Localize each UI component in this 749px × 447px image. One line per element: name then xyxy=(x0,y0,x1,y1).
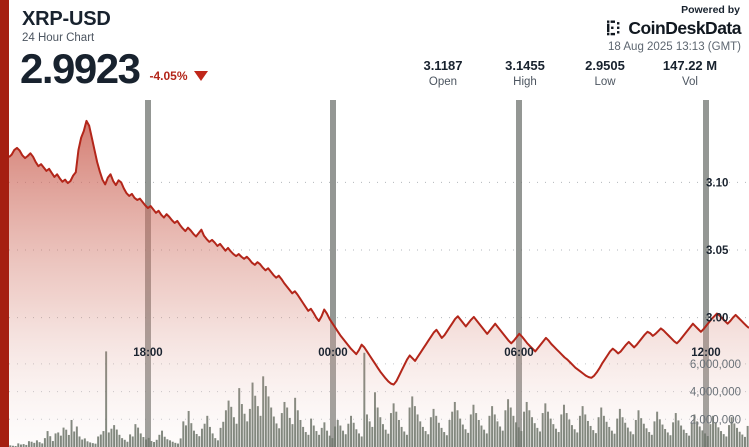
coindesk-logo-icon xyxy=(607,20,620,36)
chart-area[interactable]: 6,000,000 4,000,000 2,000,000 3.10 3.05 3.00 1… xyxy=(0,100,749,447)
price-area-fill xyxy=(9,120,749,447)
svg-text:3.05: 3.05 xyxy=(706,245,729,257)
svg-text:00:00: 00:00 xyxy=(318,347,347,359)
chart-header: XRP-USD 24 Hour Chart 2.9923 -4.05% 3.11… xyxy=(0,0,749,100)
price-change-block: -4.05% xyxy=(149,69,208,83)
chart-subtitle: 24 Hour Chart xyxy=(22,32,95,44)
axis-labels: 6,000,000 4,000,000 2,000,000 3.10 3.05 3.00 1… xyxy=(133,177,741,426)
stat-low: 2.9505 Low xyxy=(576,58,634,90)
current-price-row: 2.9923 -4.05% xyxy=(20,48,208,90)
svg-text:3.00: 3.00 xyxy=(706,313,728,325)
stat-low-label: Low xyxy=(594,76,616,88)
brand-block: Powered by CoinDeskData 18 Aug 2025 13:1… xyxy=(607,4,741,54)
stat-high: 3.1455 High xyxy=(496,58,554,90)
svg-text:06:00: 06:00 xyxy=(504,347,533,359)
svg-text:4,000,000: 4,000,000 xyxy=(690,387,741,399)
powered-by-label: Powered by xyxy=(681,4,740,16)
price-volume-plot[interactable]: 6,000,000 4,000,000 2,000,000 3.10 3.05 3.00 1… xyxy=(0,100,749,447)
symbol-block: XRP-USD 24 Hour Chart xyxy=(22,8,111,45)
svg-text:18:00: 18:00 xyxy=(133,347,162,359)
symbol-title: XRP-USD xyxy=(22,8,111,30)
stat-open: 3.1187 Open xyxy=(412,58,474,90)
stat-open-label: Open xyxy=(428,76,458,88)
timestamp: 18 Aug 2025 13:13 (GMT) xyxy=(608,41,741,53)
svg-text:3.10: 3.10 xyxy=(706,177,728,189)
stats-row: 3.1187 Open 3.1455 High 2.9505 Low 147.2… xyxy=(412,58,749,90)
stat-vol-value: 147.22 M xyxy=(662,58,718,73)
stat-low-value: 2.9505 xyxy=(585,58,625,73)
stat-high-label: High xyxy=(513,76,537,88)
price-line xyxy=(8,119,749,386)
svg-text:12:00: 12:00 xyxy=(691,347,720,359)
current-price: 2.9923 xyxy=(20,45,141,92)
price-change-percent: -4.05% xyxy=(149,69,188,83)
left-accent-rail xyxy=(0,0,9,447)
arrow-down-icon xyxy=(193,71,208,81)
brand-name: CoinDeskData xyxy=(628,18,741,38)
svg-text:2,000,000: 2,000,000 xyxy=(690,414,741,426)
svg-text:6,000,000: 6,000,000 xyxy=(690,359,741,371)
stat-high-value: 3.1455 xyxy=(505,58,545,73)
stat-vol: 147.22 M Vol xyxy=(656,58,724,90)
stat-vol-label: Vol xyxy=(682,76,698,88)
stat-open-value: 3.1187 xyxy=(423,58,463,73)
brand-name-row[interactable]: CoinDeskData xyxy=(607,19,741,37)
